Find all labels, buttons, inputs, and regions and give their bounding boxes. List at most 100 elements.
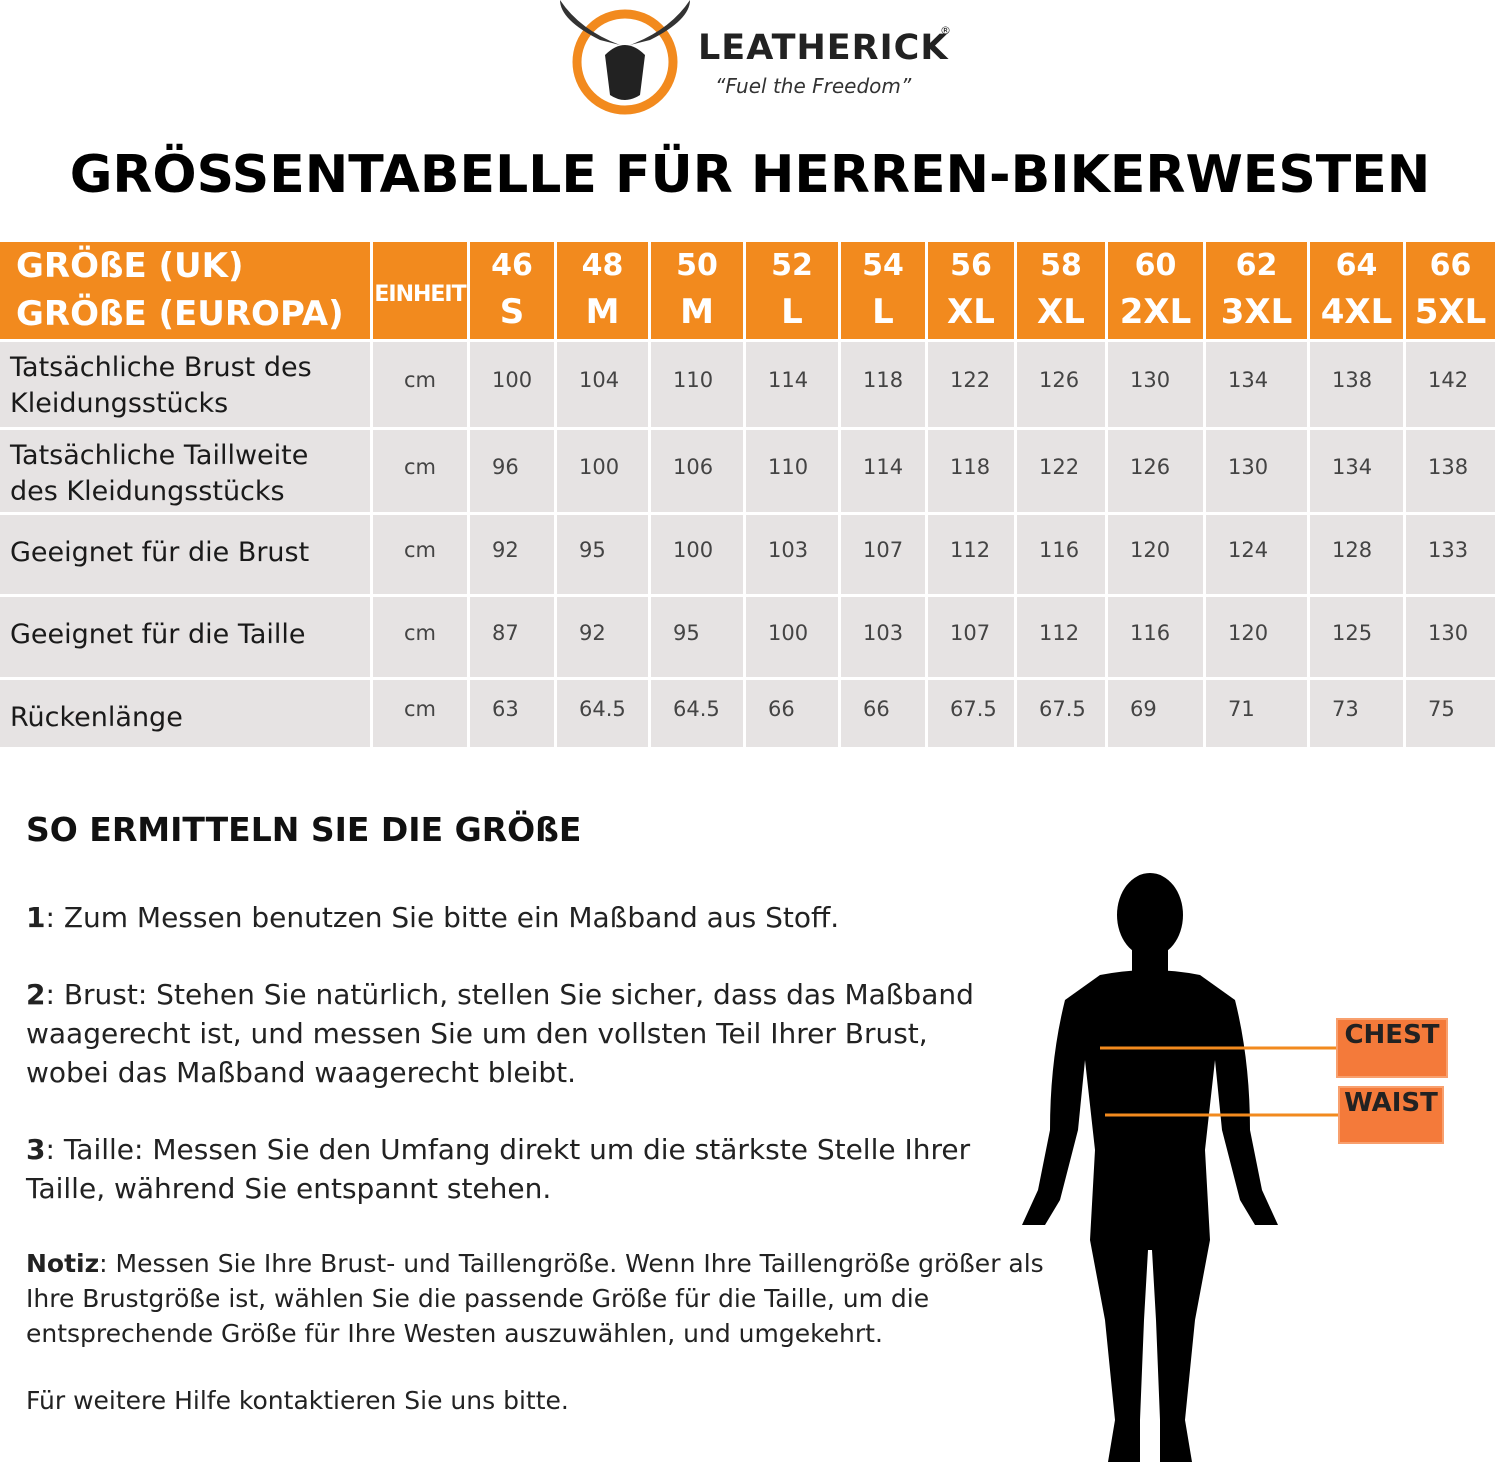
registered-mark: ® <box>940 24 951 37</box>
value: 103 <box>768 538 809 562</box>
unit-header-cell: EINHEIT <box>373 242 467 339</box>
value: 138 <box>1332 368 1373 392</box>
value-cell: 126 <box>1017 342 1105 427</box>
value: 64.5 <box>579 697 626 721</box>
value: 120 <box>1228 620 1269 645</box>
uk-size: 62 <box>1235 248 1278 283</box>
unit: cm <box>403 620 436 645</box>
value-cell: 100 <box>651 515 743 594</box>
unit: cm <box>403 368 436 392</box>
value-cell: 130 <box>1108 342 1203 427</box>
eu-size: XL <box>947 292 995 332</box>
row-label-cell: Tatsächliche Brust des Kleidungsstücks <box>0 342 370 427</box>
header-label: GRÖßE (EUROPA) <box>16 294 344 334</box>
value: 107 <box>950 620 991 645</box>
figure-label: CHEST <box>1338 1020 1446 1076</box>
value-cell: 130 <box>1406 597 1495 677</box>
value: 124 <box>1228 538 1269 562</box>
value-cell: 122 <box>1017 430 1105 512</box>
value: 134 <box>1228 368 1269 392</box>
row-label-cell: Geeignet für die Brust <box>0 515 370 594</box>
value-cell: 120 <box>1206 597 1307 677</box>
eu-size: M <box>585 292 620 332</box>
value-cell: 122 <box>928 342 1014 427</box>
value: 110 <box>673 368 714 392</box>
value: 63 <box>492 697 519 721</box>
header-label-cell: GRÖßE (UK) GRÖßE (EUROPA) <box>0 242 370 339</box>
value-cell: 142 <box>1406 342 1495 427</box>
value: 112 <box>950 538 991 562</box>
value: 114 <box>768 368 809 392</box>
value: 71 <box>1228 697 1255 721</box>
value: 128 <box>1332 538 1373 562</box>
size-header-cell: 58 XL <box>1017 242 1105 339</box>
value-cell: 103 <box>841 597 925 677</box>
eu-size: L <box>781 292 803 332</box>
uk-size: 66 <box>1429 248 1472 283</box>
value-cell: 112 <box>928 515 1014 594</box>
value: 110 <box>768 454 809 479</box>
value-cell: 64.5 <box>557 680 648 747</box>
value-cell: 138 <box>1310 342 1403 427</box>
step-text: : Taille: Messen Sie den Umfang direkt u… <box>26 1133 971 1205</box>
value: 66 <box>863 697 890 721</box>
uk-size: 48 <box>581 248 624 283</box>
uk-size: 52 <box>771 248 813 283</box>
unit-cell: cm <box>373 342 467 427</box>
row-label: Rückenlänge <box>10 702 183 733</box>
size-header-cell: 62 3XL <box>1206 242 1307 339</box>
value-cell: 63 <box>470 680 554 747</box>
value-cell: 120 <box>1108 515 1203 594</box>
eu-size: M <box>680 292 714 332</box>
value: 103 <box>863 620 904 645</box>
eu-size: S <box>499 292 525 332</box>
value-cell: 87 <box>470 597 554 677</box>
value-cell: 73 <box>1310 680 1403 747</box>
value-cell: 114 <box>746 342 838 427</box>
eu-size: 3XL <box>1220 292 1293 332</box>
header-label: GRÖßE (UK) <box>16 246 244 286</box>
contact: Für weitere Hilfe kontaktieren Sie uns b… <box>26 1386 569 1415</box>
value-cell: 104 <box>557 342 648 427</box>
uk-size: 60 <box>1134 248 1177 283</box>
value-cell: 67.5 <box>928 680 1014 747</box>
size-header-cell: 48 M <box>557 242 648 339</box>
value: 64.5 <box>673 697 720 721</box>
value: 138 <box>1428 454 1469 479</box>
value: 67.5 <box>1039 697 1086 721</box>
value-cell: 125 <box>1310 597 1403 677</box>
unit-cell: cm <box>373 430 467 512</box>
value: 100 <box>492 368 533 392</box>
unit-header: EINHEIT <box>374 282 466 307</box>
uk-size: 64 <box>1335 248 1378 283</box>
value-cell: 96 <box>470 430 554 512</box>
step: 2: Brust: Stehen Sie natürlich, stellen … <box>26 975 1016 1092</box>
step: 3: Taille: Messen Sie den Umfang direkt … <box>26 1130 1016 1208</box>
value: 118 <box>950 454 991 479</box>
step-text: : Brust: Stehen Sie natürlich, stellen S… <box>26 978 974 1089</box>
value-cell: 128 <box>1310 515 1403 594</box>
unit: cm <box>403 454 436 479</box>
step-number: 3 <box>26 1133 46 1166</box>
guide-heading: SO ERMITTELN SIE DIE GRÖßE <box>26 810 582 849</box>
step-text: : Zum Messen benutzen Sie bitte ein Maßb… <box>45 901 840 934</box>
unit: cm <box>403 697 436 721</box>
step-number: 1 <box>26 901 46 934</box>
eu-size: 4XL <box>1320 292 1393 332</box>
value-cell: 103 <box>746 515 838 594</box>
value-cell: 118 <box>928 430 1014 512</box>
value-cell: 95 <box>557 515 648 594</box>
value-cell: 95 <box>651 597 743 677</box>
note-label: Notiz <box>26 1249 100 1278</box>
tagline: “Fuel the Freedom” <box>715 74 912 98</box>
value-cell: 110 <box>651 342 743 427</box>
uk-size: 46 <box>491 248 533 283</box>
logo-emblem <box>560 0 690 115</box>
value: 116 <box>1039 538 1080 562</box>
value: 112 <box>1039 620 1080 645</box>
value-cell: 118 <box>841 342 925 427</box>
row-label: Tatsächliche Taillweite des Kleidungsstü… <box>10 440 309 507</box>
value: 104 <box>579 368 620 392</box>
value-cell: 69 <box>1108 680 1203 747</box>
unit-cell: cm <box>373 515 467 594</box>
